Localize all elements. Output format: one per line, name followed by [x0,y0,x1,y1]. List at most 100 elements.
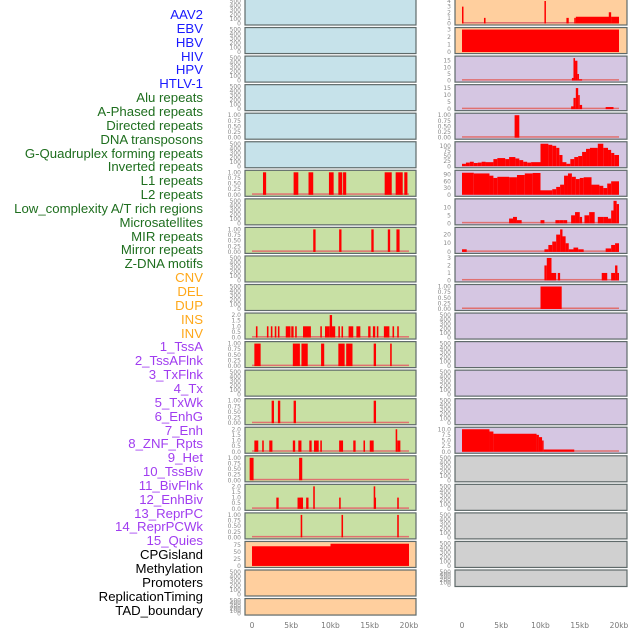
data-bar [614,155,619,167]
y-tick-label: 75 [233,542,241,549]
y-tick-label: 0.50 [228,123,242,130]
data-bar [523,161,528,167]
track-panel: 0.02.55.07.510.0 [438,426,628,456]
data-bar [338,172,343,195]
track-label: 11_BivFlnk [138,477,203,493]
x-tick-label: 10kb [321,621,340,630]
data-bar [299,457,303,481]
track-label: 15_Quies [146,533,203,549]
data-bar [483,17,486,24]
data-bar [493,159,498,167]
panel-background [244,341,417,369]
data-bar [601,272,608,281]
baseline-bar [252,507,409,509]
y-tick-label: 400 [440,488,452,495]
data-bar [527,162,532,167]
data-bar [564,175,568,195]
y-tick-label: 0.0 [441,449,451,456]
data-bar [328,172,334,195]
track-label: AAV2 [170,7,203,22]
data-bar [469,161,474,167]
y-tick-label: 0.25 [228,415,242,422]
data-bar [462,163,466,167]
track-label: HTLV-1 [159,76,203,92]
data-bar [559,220,564,224]
y-tick-label: 200 [440,497,452,504]
y-tick-label: 200 [230,211,242,218]
data-bar [390,343,392,367]
y-tick-label: 0.00 [228,534,242,541]
data-bar [397,440,401,452]
y-tick-label: 1.00 [438,112,452,119]
y-tick-label: 1.00 [228,112,242,119]
data-bar [254,440,259,452]
y-tick-label: 400 [440,402,452,409]
track-label: HBV [175,34,203,50]
x-tick-label: 20kb [400,621,419,630]
data-bar [586,148,590,167]
y-tick-label: 10 [443,204,451,211]
y-tick-label: 10 [443,240,451,247]
y-tick-label: 500 [230,569,242,576]
data-bar [372,326,376,338]
data-bar [339,497,341,509]
data-bar [497,176,510,195]
baseline-bar [252,250,409,252]
y-tick-label: 100 [230,302,242,309]
baseline-bar [252,450,409,452]
track-label: EBV [176,20,203,36]
y-tick-label: 300 [230,64,242,71]
data-bar [509,177,517,195]
track-label: 6_EnhG [154,408,203,424]
y-tick-label: 200 [440,554,452,561]
track-label: 14_ReprPCWk [115,519,203,535]
y-tick-label: 50 [443,153,451,160]
y-tick-label: 0.00 [228,135,242,142]
data-bar [489,431,494,452]
panel-background [244,141,417,169]
data-bar [509,157,516,167]
y-tick-label: 200 [230,97,242,104]
y-tick-label: 0.25 [228,529,242,536]
data-bar [341,514,344,538]
y-tick-label: 0 [237,106,241,113]
y-tick-label: 0.50 [228,466,242,473]
panel-background [454,226,628,254]
data-bar [611,152,615,167]
y-tick-label: 100 [230,102,242,109]
data-bar [397,497,399,509]
y-tick-label: 0.75 [228,232,242,239]
baseline-bar [462,250,619,252]
y-tick-label: 500 [230,84,242,91]
data-bar [262,440,264,452]
y-tick-label: 500 [230,255,242,262]
data-bar [339,440,344,452]
y-tick-label: 100 [230,387,242,394]
data-bar [611,181,619,195]
data-bar [566,17,569,24]
panel-background [454,398,628,426]
data-bar [338,326,340,338]
y-tick-label: 0.75 [438,289,452,296]
y-tick-label: 0.00 [228,420,242,427]
track-panel: 0.000.250.500.751.00 [228,341,417,370]
data-bar [477,162,482,167]
y-tick-label: 0.50 [228,181,242,188]
y-tick-label: 1.0 [231,438,241,445]
y-tick-label: 200 [440,326,452,333]
track-label: 2_TssAFlnk [134,353,203,369]
y-tick-label: 500 [230,0,242,5]
data-bar [544,265,547,281]
track-label: Z-DNA motifs [124,256,203,272]
data-bar [575,179,580,195]
data-bar [295,326,297,338]
